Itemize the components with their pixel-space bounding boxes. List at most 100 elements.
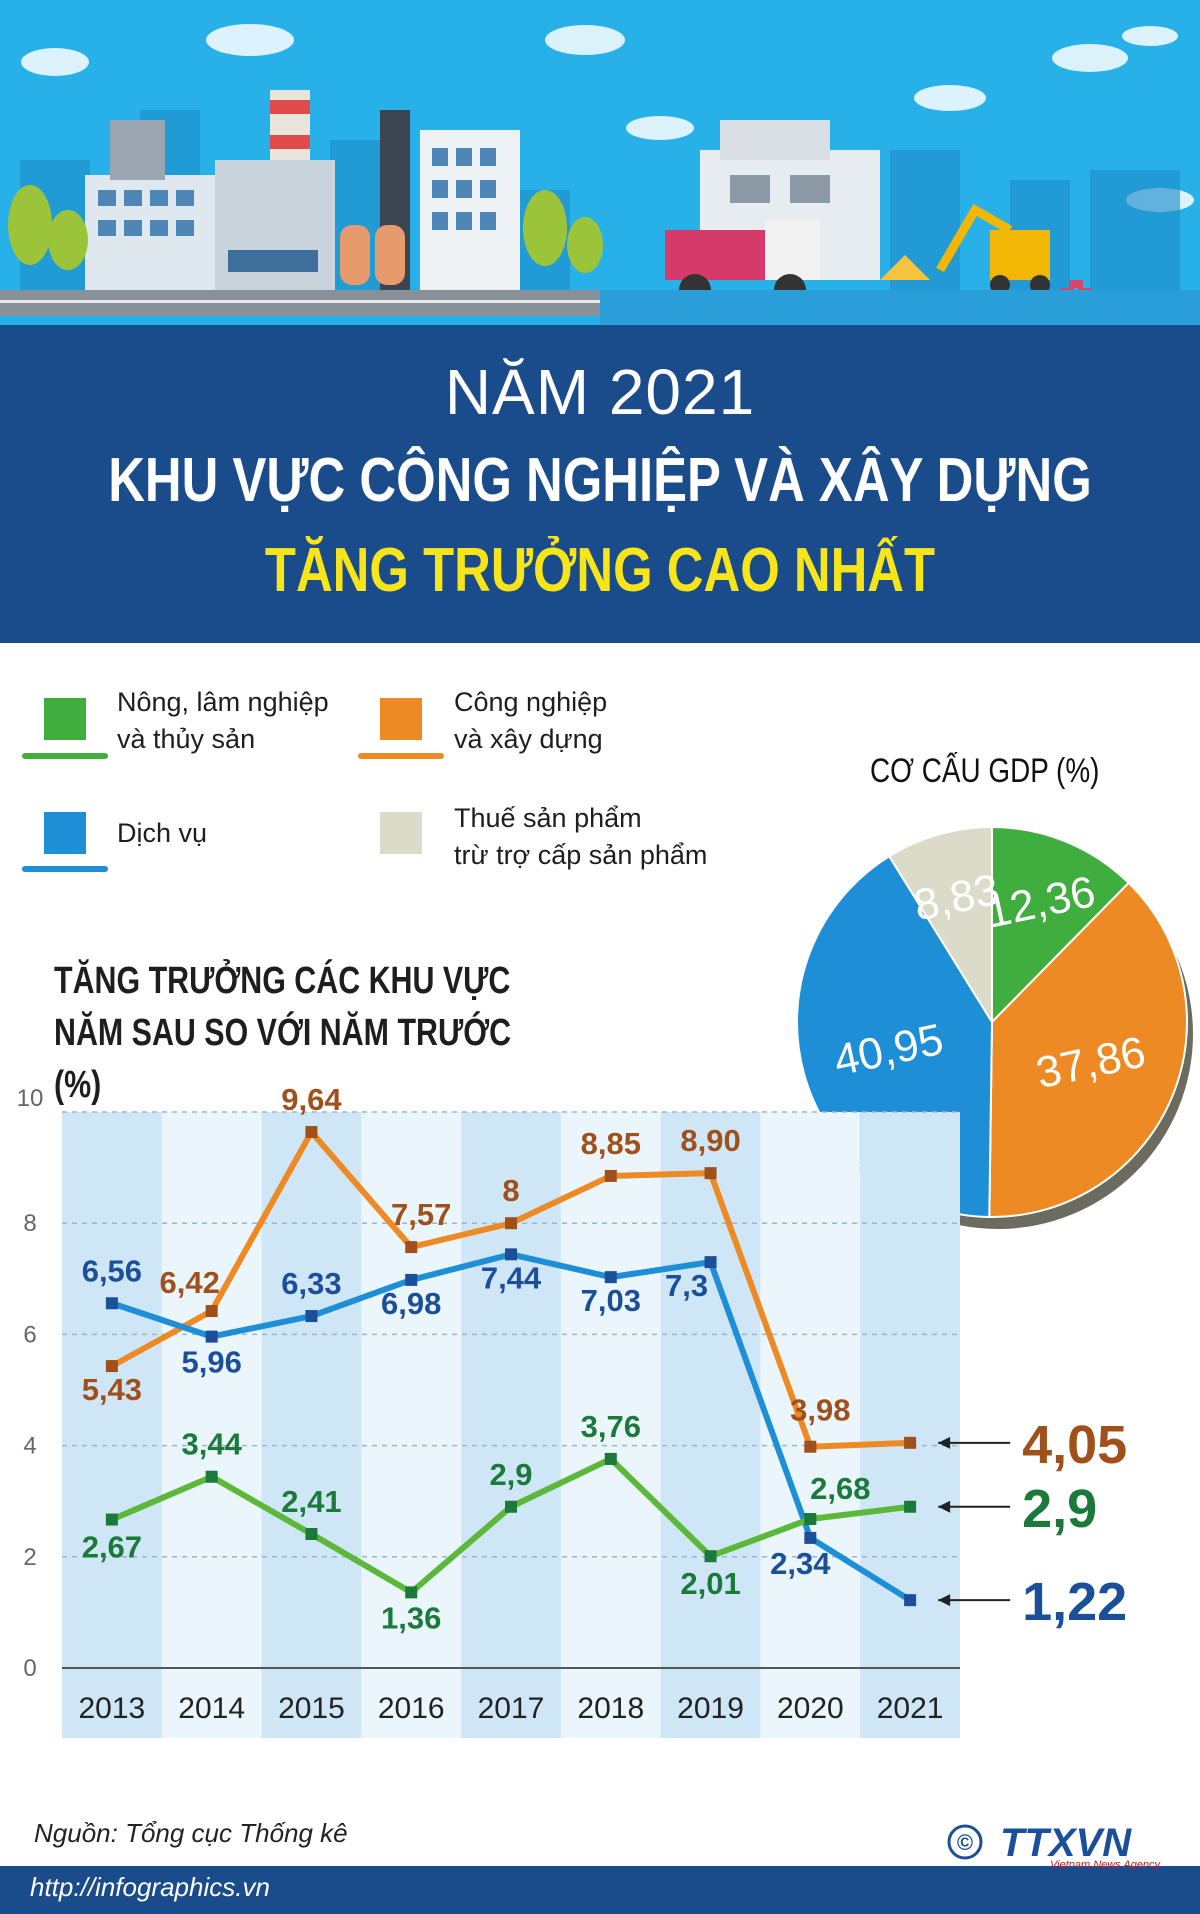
- pie-shadow: [803, 839, 1193, 1229]
- footer-url[interactable]: http://infographics.vn: [30, 1872, 270, 1902]
- pie-slice: [887, 825, 993, 1026]
- data-label: 3,44: [181, 1427, 242, 1462]
- data-point: [804, 1440, 817, 1453]
- footer-bar: [0, 1866, 1200, 1914]
- data-point: [405, 1586, 418, 1599]
- title-year: NĂM 2021: [444, 356, 756, 428]
- x-tick-label: 2019: [677, 1692, 744, 1725]
- data-label: 6,56: [82, 1253, 142, 1288]
- data-label: 3,98: [790, 1393, 850, 1428]
- legend-underline-agriculture: [22, 753, 108, 759]
- data-point: [904, 1436, 917, 1449]
- chart-column-band: [161, 1112, 262, 1738]
- data-label: 2,41: [281, 1484, 341, 1519]
- data-point: [305, 1528, 318, 1541]
- y-tick-label: 10: [17, 1085, 44, 1112]
- data-point: [205, 1470, 218, 1483]
- data-point: [105, 1297, 118, 1310]
- data-label: 5,96: [181, 1345, 241, 1380]
- chart-column-band: [760, 1112, 861, 1738]
- data-label: 1,36: [381, 1600, 441, 1635]
- data-label: 8: [502, 1173, 519, 1208]
- data-point: [505, 1217, 517, 1230]
- series-line: [108, 1129, 914, 1450]
- data-point: [804, 1512, 817, 1525]
- pie-slice-label: 37,86: [1032, 1027, 1150, 1098]
- chart-column-band: [361, 1112, 462, 1738]
- data-label: 6,33: [281, 1266, 341, 1301]
- x-tick-label: 2021: [877, 1692, 944, 1725]
- data-point: [405, 1273, 418, 1286]
- pie-slice-label: 12,36: [982, 867, 1100, 938]
- data-label: 7,03: [581, 1283, 641, 1318]
- x-tick-label: 2016: [378, 1692, 445, 1725]
- data-label: 2,67: [82, 1530, 142, 1565]
- data-label: 3,76: [581, 1409, 641, 1444]
- data-point: [604, 1452, 617, 1465]
- legend-underline-industry: [358, 753, 444, 759]
- y-tick-label: 8: [23, 1210, 36, 1237]
- x-tick-label: 2014: [178, 1692, 245, 1725]
- callout-arrowhead: [938, 1594, 951, 1607]
- data-point: [205, 1305, 218, 1318]
- data-label: 8,90: [680, 1123, 740, 1158]
- data-label: 6,42: [159, 1265, 219, 1300]
- data-point: [604, 1169, 617, 1182]
- pie-slice: [988, 881, 1188, 1218]
- y-tick-label: 0: [23, 1655, 36, 1682]
- callout-arrowhead: [938, 1500, 951, 1513]
- data-point: [305, 1310, 318, 1323]
- callout-label: 1,22: [1022, 1572, 1127, 1632]
- legend-swatch-agriculture: [44, 698, 86, 740]
- legend-label-taxes: Thuế sản phẩm trừ trợ cấp sản phẩm: [454, 803, 708, 870]
- series-line: [108, 1455, 914, 1596]
- source-note: Nguồn: Tổng cục Thống kê: [34, 1818, 348, 1848]
- pie-slice: [796, 854, 994, 1218]
- hero-illustration: [0, 0, 1200, 325]
- data-point: [704, 1550, 717, 1563]
- data-point: [505, 1500, 517, 1513]
- logo-subtitle: Vietnam News Agency: [1050, 1859, 1162, 1870]
- title-highlight: TĂNG TRƯỞNG CAO NHẤT: [264, 536, 936, 605]
- title-banner: NĂM 2021 KHU VỰC CÔNG NGHIỆP VÀ XÂY DỰNG…: [0, 325, 1200, 643]
- legend-label-agriculture: Nông, lâm nghiệp và thủy sản: [117, 687, 329, 754]
- legend-swatch-industry: [380, 698, 422, 740]
- data-point: [305, 1126, 318, 1139]
- x-tick-label: 2017: [478, 1692, 545, 1725]
- data-point: [904, 1500, 917, 1513]
- data-point: [105, 1513, 118, 1526]
- data-point: [904, 1594, 917, 1607]
- title-main: KHU VỰC CÔNG NGHIỆP VÀ XÂY DỰNG: [108, 446, 1092, 515]
- data-point: [505, 1248, 517, 1261]
- data-label: 7,57: [391, 1197, 451, 1232]
- pie-slice-label: 8,83: [910, 865, 1004, 931]
- y-tick-label: 6: [23, 1321, 36, 1348]
- pie-slice: [991, 825, 1131, 1025]
- data-point: [704, 1256, 717, 1269]
- data-label: 8,85: [581, 1126, 641, 1161]
- legend-label-services: Dịch vụ: [117, 818, 208, 848]
- data-point: [804, 1531, 817, 1544]
- y-tick-label: 2: [23, 1544, 36, 1571]
- data-label: 6,98: [381, 1286, 441, 1321]
- pie-title: CƠ CẤU GDP (%): [870, 752, 1100, 790]
- line-chart-title: TĂNG TRƯỞNG CÁC KHU VỰC NĂM SAU SO VỚI N…: [54, 960, 512, 1106]
- chart-column-band: [261, 1112, 362, 1738]
- callout-arrowhead: [938, 1436, 951, 1449]
- legend-swatch-taxes: [380, 812, 422, 854]
- y-tick-label: 4: [23, 1433, 36, 1460]
- legend-underline-services: [22, 866, 108, 872]
- callout-label: 2,9: [1022, 1479, 1097, 1539]
- logo-text: TTXVN: [1000, 1821, 1132, 1865]
- legend-swatch-services: [44, 812, 86, 854]
- data-point: [105, 1360, 118, 1373]
- x-tick-label: 2020: [777, 1692, 844, 1725]
- x-tick-label: 2015: [278, 1692, 345, 1725]
- series-line: [108, 1251, 914, 1604]
- data-label: 7,3: [665, 1268, 708, 1303]
- chart-column-band: [62, 1112, 162, 1738]
- chart-column-band: [461, 1112, 561, 1738]
- data-point: [604, 1271, 617, 1284]
- data-label: 5,43: [82, 1372, 142, 1407]
- data-label: 2,01: [680, 1566, 740, 1601]
